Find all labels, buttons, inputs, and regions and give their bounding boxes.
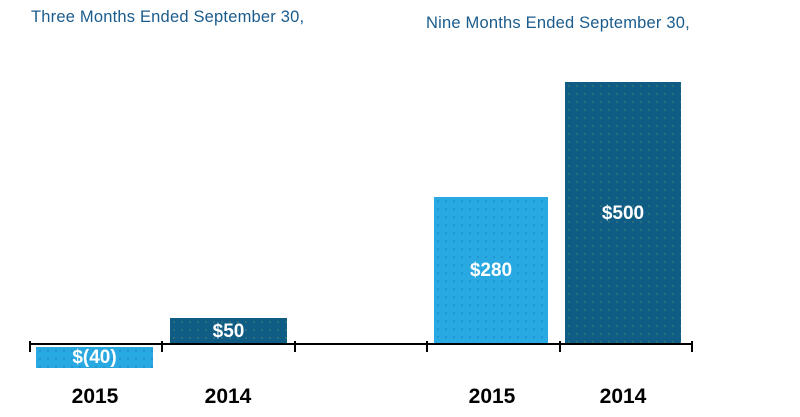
group-title-nine-months: Nine Months Ended September 30, bbox=[426, 14, 690, 32]
x-axis-tick bbox=[691, 341, 693, 352]
bar-value-label-2014-three-months: $50 bbox=[212, 320, 245, 342]
x-axis-tick bbox=[559, 341, 561, 352]
bar-value-label-2014-nine-months: $500 bbox=[601, 202, 645, 224]
x-axis-label-2014-nine-months: 2014 bbox=[599, 385, 647, 408]
x-axis-label-2015-three-months: 2015 bbox=[71, 385, 119, 408]
x-axis-tick bbox=[161, 341, 163, 352]
bar-value-label-2015-nine-months: $280 bbox=[469, 260, 513, 281]
bar-2015-nine-months: $280 bbox=[434, 197, 548, 344]
x-axis-tick bbox=[294, 341, 296, 352]
x-axis-line bbox=[29, 343, 692, 345]
x-axis-tick bbox=[426, 341, 428, 352]
bar-2014-nine-months: $500 bbox=[565, 82, 681, 344]
x-axis-label-2014-three-months: 2014 bbox=[204, 385, 252, 408]
bar-2014-three-months: $50 bbox=[170, 318, 287, 344]
bar-2015-three-months: $(40) bbox=[36, 347, 153, 368]
x-axis-label-2015-nine-months: 2015 bbox=[468, 385, 516, 408]
group-title-three-months: Three Months Ended September 30, bbox=[31, 8, 305, 26]
bar-value-label-2015-three-months: $(40) bbox=[72, 347, 117, 368]
x-axis-tick bbox=[29, 341, 31, 352]
